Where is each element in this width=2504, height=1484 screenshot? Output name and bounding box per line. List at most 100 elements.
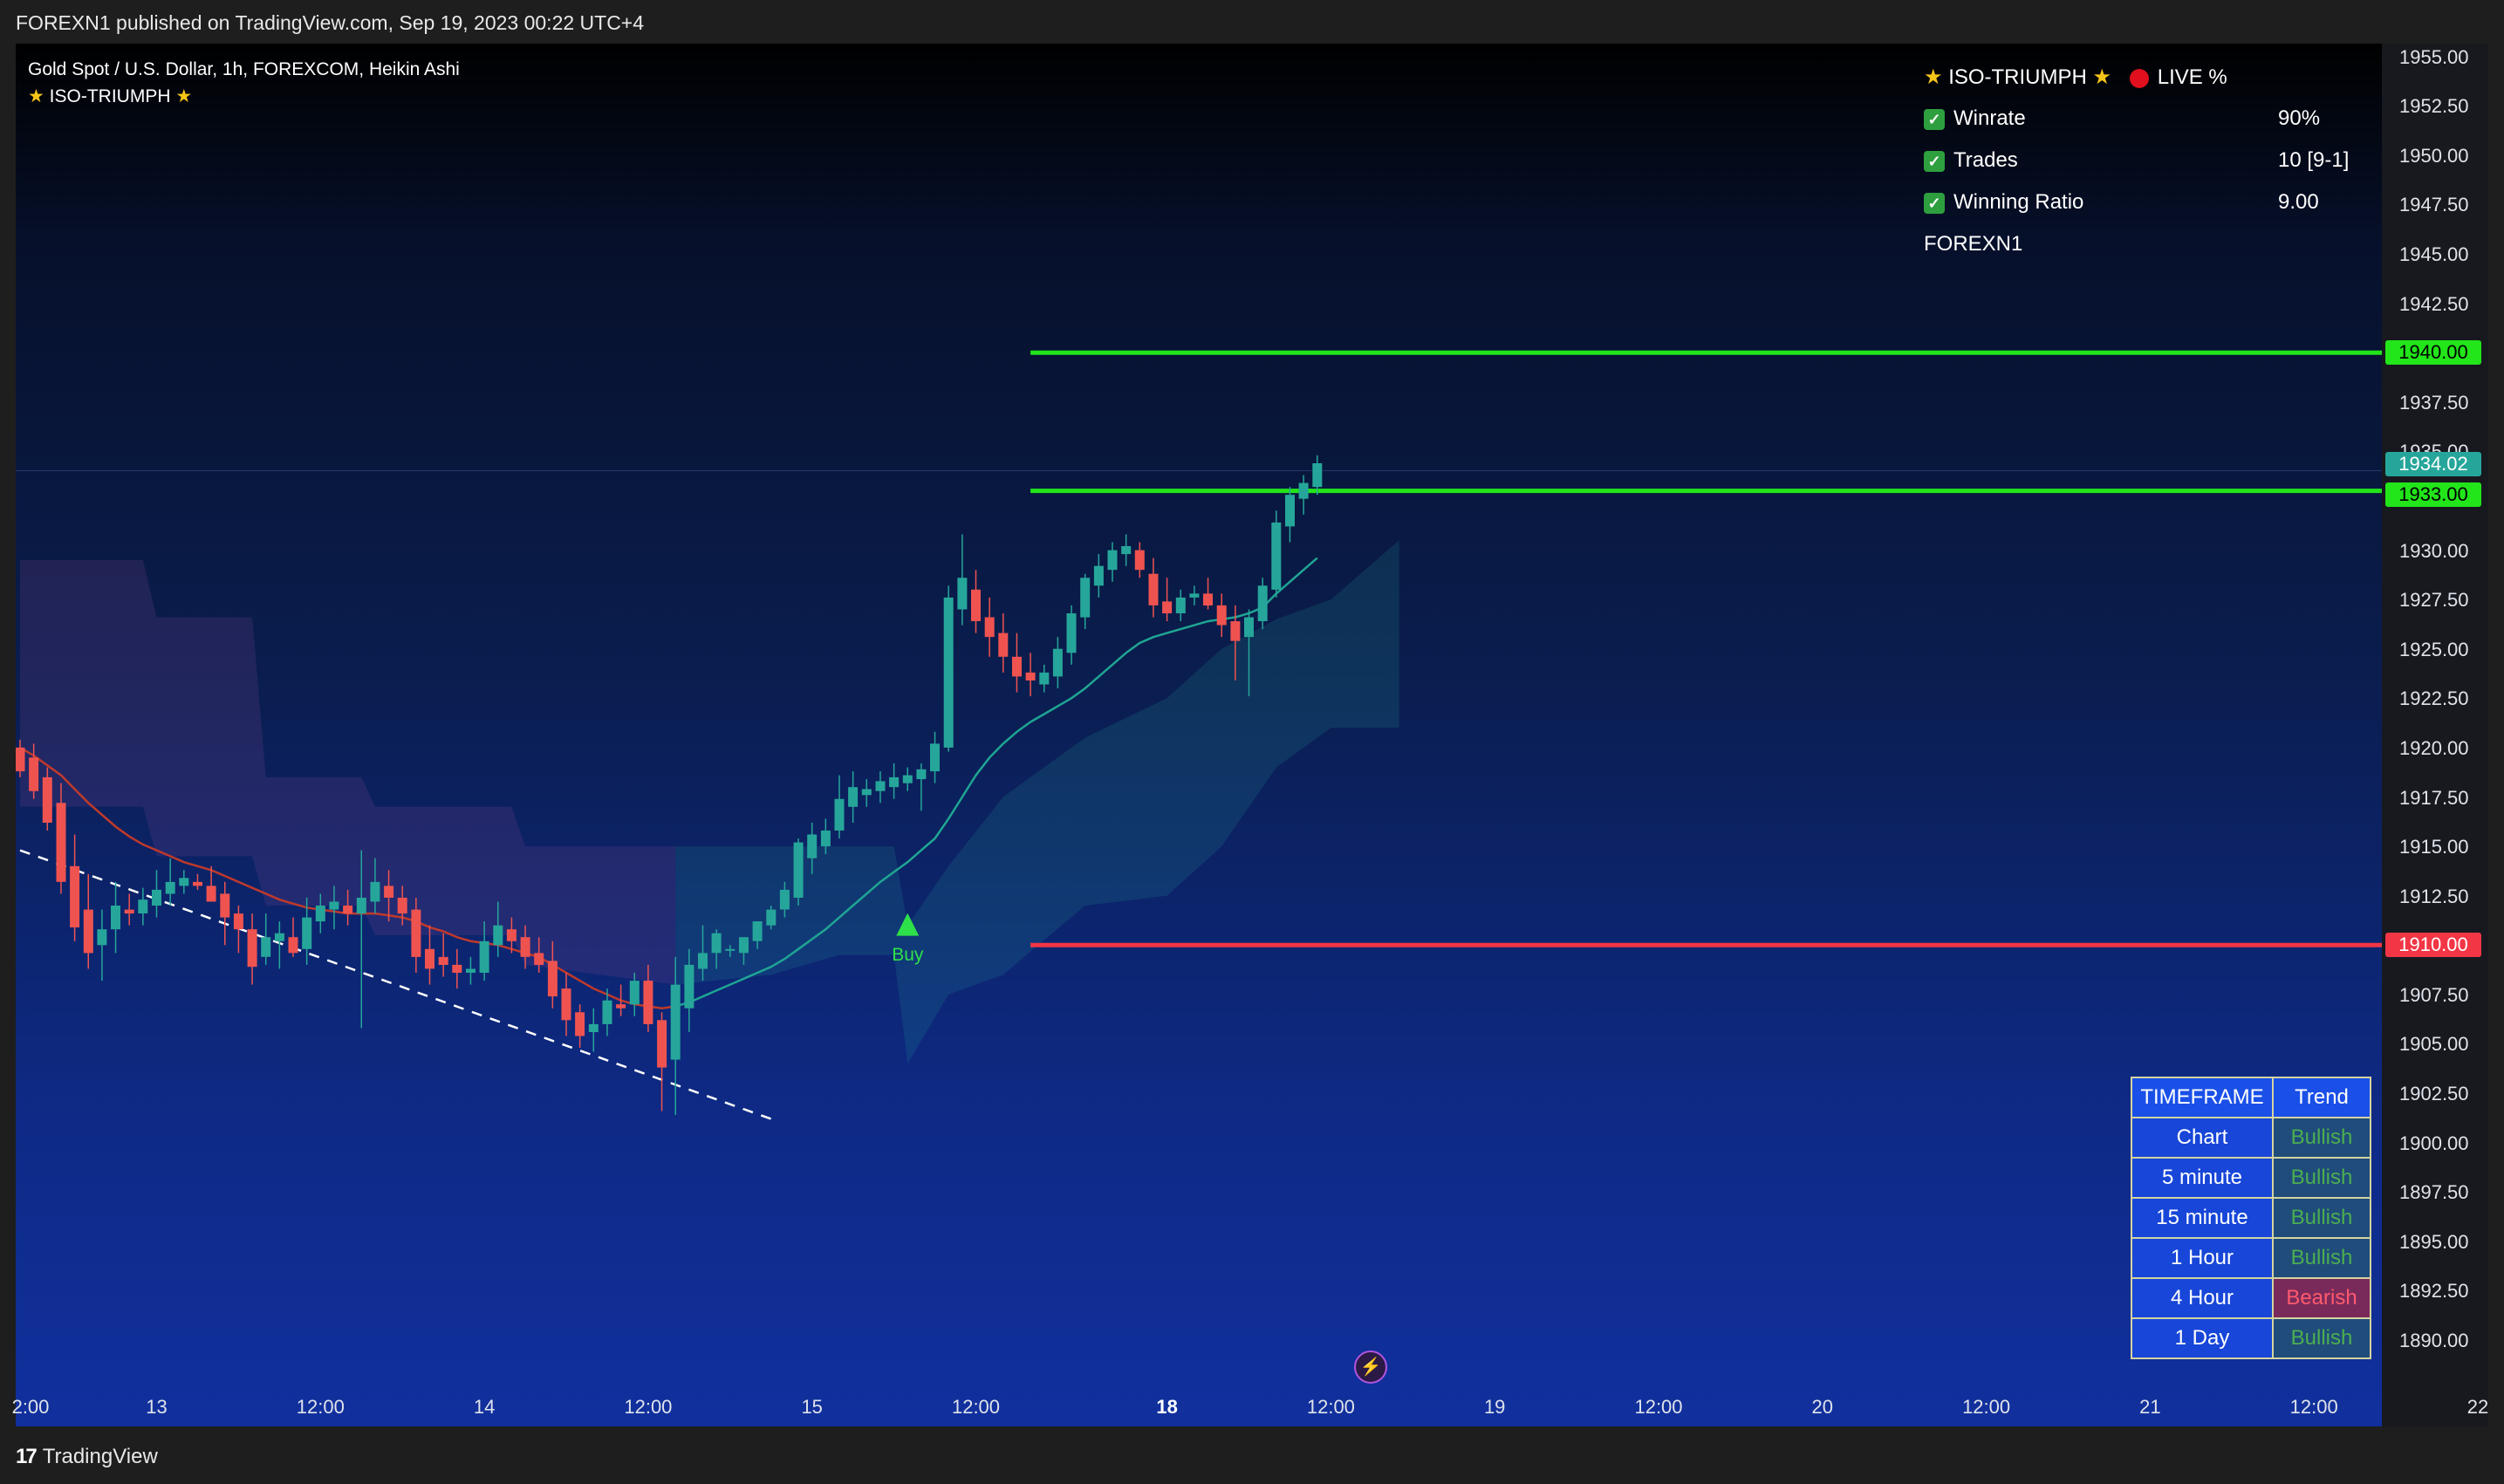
candle-body [165, 881, 175, 894]
candle-body [1271, 522, 1282, 590]
time-tick: 21 [2139, 1396, 2161, 1418]
candle-body [1134, 550, 1145, 571]
candle-body [1039, 672, 1050, 685]
chart-legend: Gold Spot / U.S. Dollar, 1h, FOREXCOM, H… [28, 56, 460, 110]
candle-body [889, 776, 900, 788]
candle-body [670, 984, 681, 1060]
candle-body [848, 787, 859, 807]
candle-body [875, 781, 886, 791]
lightning-icon[interactable]: ⚡ [1354, 1351, 1387, 1384]
brand-text: TradingView [42, 1445, 158, 1468]
price-tick: 1905.00 [2399, 1033, 2469, 1056]
winrate-value: 90% [2278, 106, 2321, 130]
timeframe-cell: 1 Hour [2131, 1237, 2274, 1279]
table-row: Chart Bullish [2131, 1117, 2371, 1159]
candle-body [793, 842, 804, 898]
winrate-label: Winrate [1953, 106, 2026, 130]
bearish-cloud [20, 559, 676, 985]
time-tick: 12:00 [1634, 1396, 1683, 1418]
price-tick: 1945.00 [2399, 243, 2469, 265]
candle-body [643, 981, 653, 1024]
price-tick: 1890.00 [2399, 1330, 2469, 1352]
candle-body [1230, 621, 1241, 641]
candle-body [943, 597, 954, 748]
take-profit-price-label: 1940.00 [2385, 340, 2481, 366]
stats-title-text: ISO-TRIUMPH [1948, 65, 2087, 89]
trades-row: ✓ Trades [1924, 148, 2018, 173]
candle-body [479, 940, 489, 973]
candle-body [1025, 672, 1036, 680]
candle-body [315, 906, 325, 922]
candle-body [1298, 482, 1309, 499]
candle-body [739, 937, 749, 954]
timeframe-cell: 4 Hour [2131, 1277, 2274, 1319]
candle-body [466, 968, 475, 973]
candle-body [56, 803, 66, 882]
right-edge [2488, 44, 2504, 1426]
candle-body [411, 909, 421, 957]
candle-body [698, 953, 708, 969]
candle-body [779, 889, 790, 910]
symbol-line[interactable]: Gold Spot / U.S. Dollar, 1h, FOREXCOM, H… [28, 59, 460, 79]
tradingview-mark-icon: 17 [16, 1445, 38, 1468]
candle-body [370, 881, 380, 902]
price-tick: 1912.50 [2399, 885, 2469, 907]
candle-body [971, 589, 981, 621]
candle-body [16, 747, 25, 772]
candle-body [602, 1000, 612, 1024]
price-axis[interactable]: 1955.00 1952.50 1950.00 1947.50 1945.00 1942.… [2382, 44, 2488, 1426]
candle-body [588, 1023, 599, 1032]
candle-body [916, 769, 927, 780]
trend-cell: Bullish [2272, 1117, 2371, 1159]
star-icon: ★ [175, 86, 193, 106]
chart-plot[interactable] [16, 44, 2382, 1426]
table-row: 1 Hour Bullish [2131, 1237, 2371, 1279]
candle-body [138, 899, 148, 913]
candle-body [561, 988, 571, 1021]
candle-body [97, 929, 107, 946]
candle-body [711, 933, 722, 954]
buy-label: Buy [892, 944, 924, 965]
candle-body [766, 909, 777, 926]
candle-body [206, 886, 216, 902]
candle-body [438, 956, 448, 965]
published-text: FOREXN1 published on TradingView.com, Se… [16, 11, 645, 34]
candle-body [534, 953, 544, 965]
candle-body [152, 889, 161, 906]
price-tick: 1915.00 [2399, 836, 2469, 858]
timeframe-header: TIMEFRAME [2131, 1077, 2274, 1118]
candle-body [984, 617, 995, 638]
winning-ratio-label: Winning Ratio [1953, 190, 2084, 214]
price-tick: 1892.50 [2399, 1280, 2469, 1303]
ema-line-bullish [674, 557, 1318, 1008]
candle-body [124, 909, 134, 914]
candle-body [1093, 565, 1104, 586]
candle-body [1244, 617, 1254, 638]
candle-body [233, 913, 243, 930]
time-tick: 12:00 [296, 1396, 345, 1418]
live-label: LIVE % [2157, 65, 2227, 89]
check-icon: ✓ [1924, 192, 1945, 214]
candle-body [1312, 463, 1323, 488]
time-tick: 12:00 [624, 1396, 673, 1418]
time-tick: 12:00 [951, 1396, 1001, 1418]
star-icon: ★ [1924, 65, 1943, 89]
candle-body [29, 757, 39, 791]
candle-body [1162, 601, 1173, 613]
tradingview-logo[interactable]: 17 TradingView [16, 1445, 158, 1469]
stats-title: ★ ISO-TRIUMPH ★ LIVE % [1924, 65, 2227, 90]
candle-body [329, 901, 339, 910]
indicator-line[interactable]: ★ ISO-TRIUMPH ★ [28, 83, 460, 110]
candle-body [957, 578, 968, 610]
candle-body [356, 898, 366, 914]
candle-body [83, 909, 93, 954]
buy-signal-icon [896, 913, 920, 936]
trend-cell: Bullish [2272, 1317, 2371, 1359]
candle-body [861, 789, 872, 796]
trend-cell: Bullish [2272, 1197, 2371, 1239]
chart-area[interactable] [16, 44, 2382, 1426]
trades-value: 10 [9-1] [2278, 148, 2350, 172]
time-tick: 12:00 [1306, 1396, 1355, 1418]
price-tick: 1922.50 [2399, 687, 2469, 710]
table-row: 15 minute Bullish [2131, 1197, 2371, 1239]
